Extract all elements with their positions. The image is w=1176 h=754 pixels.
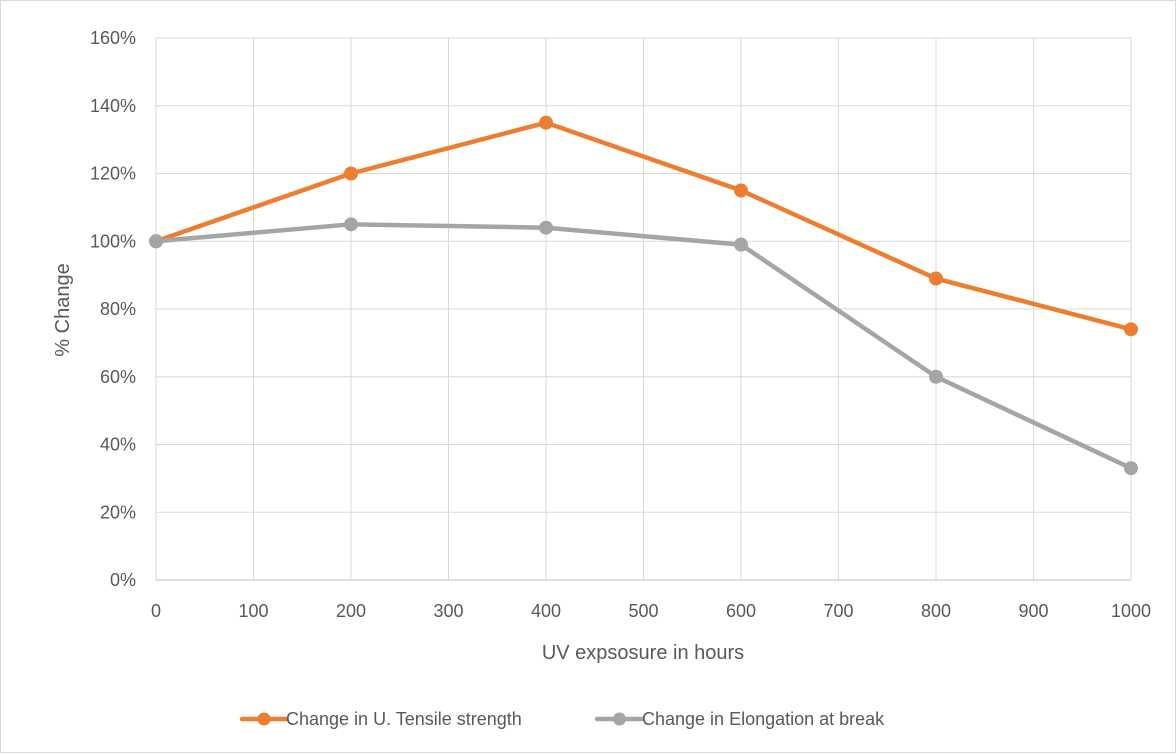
x-axis-title: UV expsosure in hours bbox=[542, 642, 744, 664]
series-2 bbox=[149, 217, 1138, 476]
data-point bbox=[344, 166, 358, 181]
data-point bbox=[929, 369, 943, 384]
y-tick-label: 140% bbox=[90, 96, 136, 116]
x-tick-label: 200 bbox=[336, 601, 366, 621]
data-point bbox=[149, 234, 163, 249]
x-tick-label: 100 bbox=[238, 601, 268, 621]
y-tick-label: 0% bbox=[110, 570, 136, 590]
data-point bbox=[734, 237, 748, 252]
data-point bbox=[1124, 322, 1138, 337]
legend-label: Change in Elongation at break bbox=[642, 709, 885, 729]
legend-item-1: Change in U. Tensile strength bbox=[239, 709, 522, 729]
x-tick-label: 0 bbox=[151, 601, 161, 621]
y-tick-label: 40% bbox=[100, 435, 136, 455]
x-tick-label: 800 bbox=[921, 601, 951, 621]
series-line bbox=[153, 120, 1134, 332]
data-point bbox=[1124, 461, 1138, 476]
y-tick-label: 160% bbox=[90, 28, 136, 48]
x-tick-label: 500 bbox=[628, 601, 658, 621]
data-point bbox=[929, 271, 943, 286]
data-point bbox=[734, 183, 748, 198]
x-tick-label: 1000 bbox=[1111, 601, 1151, 621]
y-tick-label: 20% bbox=[100, 502, 136, 522]
legend-label: Change in U. Tensile strength bbox=[286, 709, 522, 729]
y-tick-label: 100% bbox=[90, 231, 136, 251]
legend: Change in U. Tensile strength Change in E… bbox=[239, 709, 885, 729]
x-tick-label: 700 bbox=[823, 601, 853, 621]
series-lines bbox=[149, 115, 1138, 476]
x-tick-label: 600 bbox=[726, 601, 756, 621]
series-line bbox=[153, 222, 1134, 471]
y-tick-label: 60% bbox=[100, 367, 136, 387]
x-tick-label: 400 bbox=[531, 601, 561, 621]
x-axis-tick-labels: 0 100 200 300 400 500 600 700 800 900 1000 bbox=[151, 601, 1151, 621]
y-tick-label: 80% bbox=[100, 299, 136, 319]
x-tick-label: 300 bbox=[433, 601, 463, 621]
y-axis-tick-labels: 0% 20% 40% 60% 80% 100% 120% 140% 160% bbox=[90, 28, 136, 590]
y-tick-label: 120% bbox=[90, 164, 136, 184]
legend-marker bbox=[257, 712, 271, 726]
data-point bbox=[539, 220, 553, 235]
gridlines bbox=[155, 37, 1132, 581]
x-tick-label: 900 bbox=[1018, 601, 1048, 621]
legend-item-2: Change in Elongation at break bbox=[594, 709, 885, 729]
data-point bbox=[344, 217, 358, 232]
y-axis-title: % Change bbox=[52, 263, 74, 356]
legend-marker bbox=[613, 712, 626, 726]
data-point bbox=[539, 115, 553, 130]
